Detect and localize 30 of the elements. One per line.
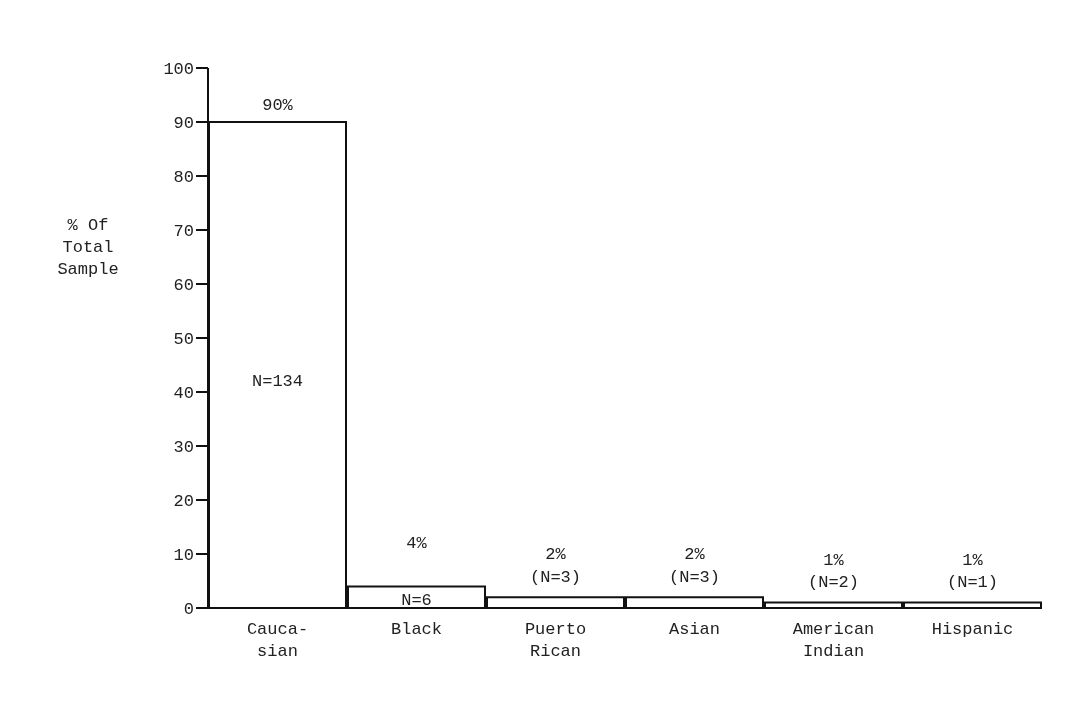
y-tick-label: 70 xyxy=(173,222,194,242)
x-tick-label: Hispanic xyxy=(931,620,1014,639)
data-label: 1% xyxy=(823,550,845,570)
annotation: (N=2) xyxy=(807,573,860,593)
y-tick-label: 30 xyxy=(173,438,194,458)
data-label: 4% xyxy=(406,534,428,554)
x-tick-label: Asian xyxy=(668,620,721,639)
x-tick-label: American Indian xyxy=(792,620,875,661)
annotation: (N=1) xyxy=(946,573,999,593)
data-label: 1% xyxy=(962,550,984,570)
y-axis-title: % Of Total Sample xyxy=(57,216,119,279)
y-tick-label: 10 xyxy=(173,546,194,566)
y-tick-label: 80 xyxy=(173,168,194,188)
annotation: N=134 xyxy=(251,371,304,391)
y-tick-label: 40 xyxy=(173,384,194,404)
annotation: (N=3) xyxy=(529,567,582,587)
data-label: 90% xyxy=(262,96,294,115)
y-tick-label: 0 xyxy=(183,600,194,620)
y-tick-label: 50 xyxy=(173,330,194,350)
y-tick-label: 90 xyxy=(173,114,194,134)
annotation: (N=3) xyxy=(668,567,721,587)
data-label: 2% xyxy=(684,545,706,565)
y-tick-label: 20 xyxy=(173,492,194,512)
x-tick-label: Black xyxy=(390,620,443,639)
y-tick-label: 100 xyxy=(163,60,194,80)
annotation: N=6 xyxy=(401,591,432,611)
data-label: 2% xyxy=(545,545,567,565)
x-tick-label: Puerto Rican xyxy=(524,620,587,661)
x-tick-label: Cauca- sian xyxy=(246,620,309,661)
y-tick-label: 60 xyxy=(173,276,194,296)
